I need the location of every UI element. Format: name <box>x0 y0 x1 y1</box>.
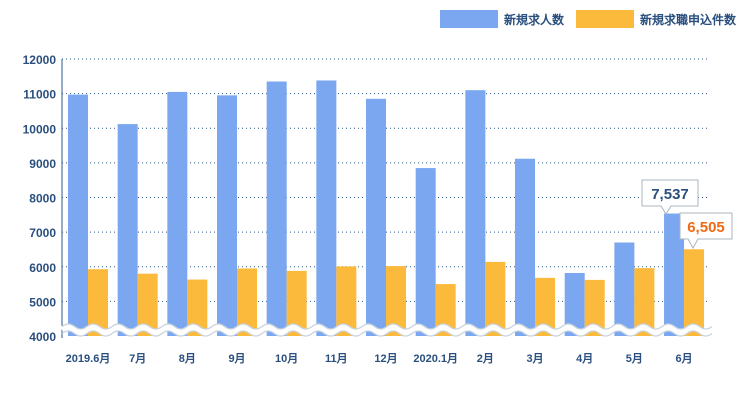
bar-job-applications <box>435 284 456 336</box>
bar-job-openings <box>614 242 635 336</box>
data-label-callout: 6,505 <box>679 212 733 250</box>
bar-job-applications <box>336 266 357 336</box>
axis-break-wave-fill <box>59 324 715 336</box>
bar-job-openings <box>515 158 536 336</box>
data-label: 6,505 <box>687 219 725 236</box>
bar-job-applications <box>535 277 556 336</box>
bar-job-applications <box>237 268 258 336</box>
legend: 新規求人数 新規求職申込件数 <box>440 10 736 28</box>
bar-job-openings <box>366 98 387 336</box>
bar-job-openings <box>664 213 685 336</box>
y-tick-label: 12000 <box>23 53 57 67</box>
x-tick-label: 2020.1月 <box>413 352 458 365</box>
x-tick-label: 5月 <box>626 352 643 365</box>
y-tick-label: 4000 <box>29 330 56 344</box>
y-tick-label: 7000 <box>29 226 56 240</box>
bar-job-applications <box>684 249 705 336</box>
y-tick-label: 6000 <box>29 261 56 275</box>
x-tick-label: 3月 <box>526 352 543 365</box>
bar-job-openings <box>316 80 337 336</box>
legend-swatch-job-applications <box>576 10 635 28</box>
bar-job-applications <box>137 273 158 336</box>
x-tick-label: 2019.6月 <box>66 352 111 365</box>
bar-job-applications <box>187 279 208 336</box>
bar-job-applications <box>634 268 655 336</box>
x-tick-label: 2月 <box>477 352 494 365</box>
y-tick-label: 8000 <box>29 192 56 206</box>
bar-job-openings <box>564 272 585 336</box>
bar-job-openings <box>68 94 88 336</box>
bar-job-openings <box>167 91 188 336</box>
callout-box <box>641 179 699 215</box>
bar-job-openings <box>117 124 138 336</box>
y-tick-label: 10000 <box>23 122 57 136</box>
y-tick-label: 9000 <box>29 157 56 171</box>
x-tick-label: 11月 <box>325 352 348 365</box>
axis-break-wave-bottom <box>61 330 713 337</box>
axis-break-wave-top <box>61 323 713 330</box>
x-tick-label: 9月 <box>228 352 245 365</box>
legend-item-job-applications: 新規求職申込件数 <box>576 10 736 28</box>
bar-job-applications <box>584 279 605 336</box>
bar-job-openings <box>415 168 436 336</box>
legend-label-job-applications: 新規求職申込件数 <box>640 12 737 27</box>
x-tick-label: 10月 <box>275 352 298 365</box>
y-tick-label: 5000 <box>29 295 56 309</box>
bar-job-applications <box>386 266 407 336</box>
callout-box <box>679 212 733 250</box>
x-tick-label: 4月 <box>576 352 593 365</box>
bar-job-applications <box>88 269 108 336</box>
x-tick-label: 8月 <box>179 352 196 365</box>
bar-job-openings <box>217 95 238 336</box>
x-tick-label: 6月 <box>675 352 692 365</box>
x-tick-label: 12月 <box>374 352 397 365</box>
bar-job-openings <box>266 81 287 336</box>
legend-swatch-job-openings <box>440 10 498 28</box>
legend-label-job-openings: 新規求人数 <box>504 12 565 27</box>
bar-job-applications <box>485 261 506 336</box>
x-tick-label: 7月 <box>129 352 146 365</box>
bar-job-openings <box>465 90 486 336</box>
bar-job-applications <box>286 270 307 336</box>
y-tick-label: 11000 <box>23 88 56 102</box>
legend-item-job-openings: 新規求人数 <box>440 10 564 28</box>
data-label: 7,537 <box>651 186 689 203</box>
data-label-callout: 7,537 <box>641 179 699 215</box>
